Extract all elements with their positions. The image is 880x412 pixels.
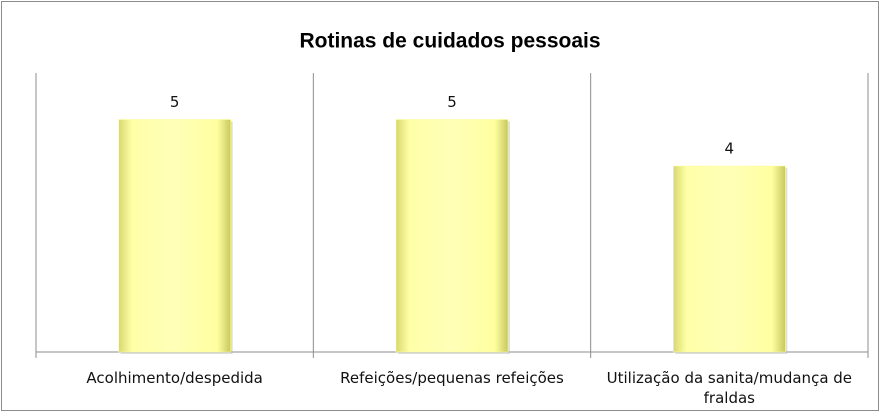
x-tick-label: Refeições/pequenas refeições	[340, 369, 564, 387]
bar	[118, 119, 231, 353]
data-label: 4	[725, 140, 735, 158]
bar	[395, 119, 509, 353]
data-label: 5	[447, 93, 457, 111]
data-label: 5	[170, 93, 180, 111]
bar	[673, 165, 786, 353]
x-tick-label: Acolhimento/despedida	[86, 369, 263, 387]
chart-title: Rotinas de cuidados pessoais	[299, 30, 600, 53]
x-tick-label: Utilização da sanita/mudança de fraldas	[606, 369, 853, 407]
